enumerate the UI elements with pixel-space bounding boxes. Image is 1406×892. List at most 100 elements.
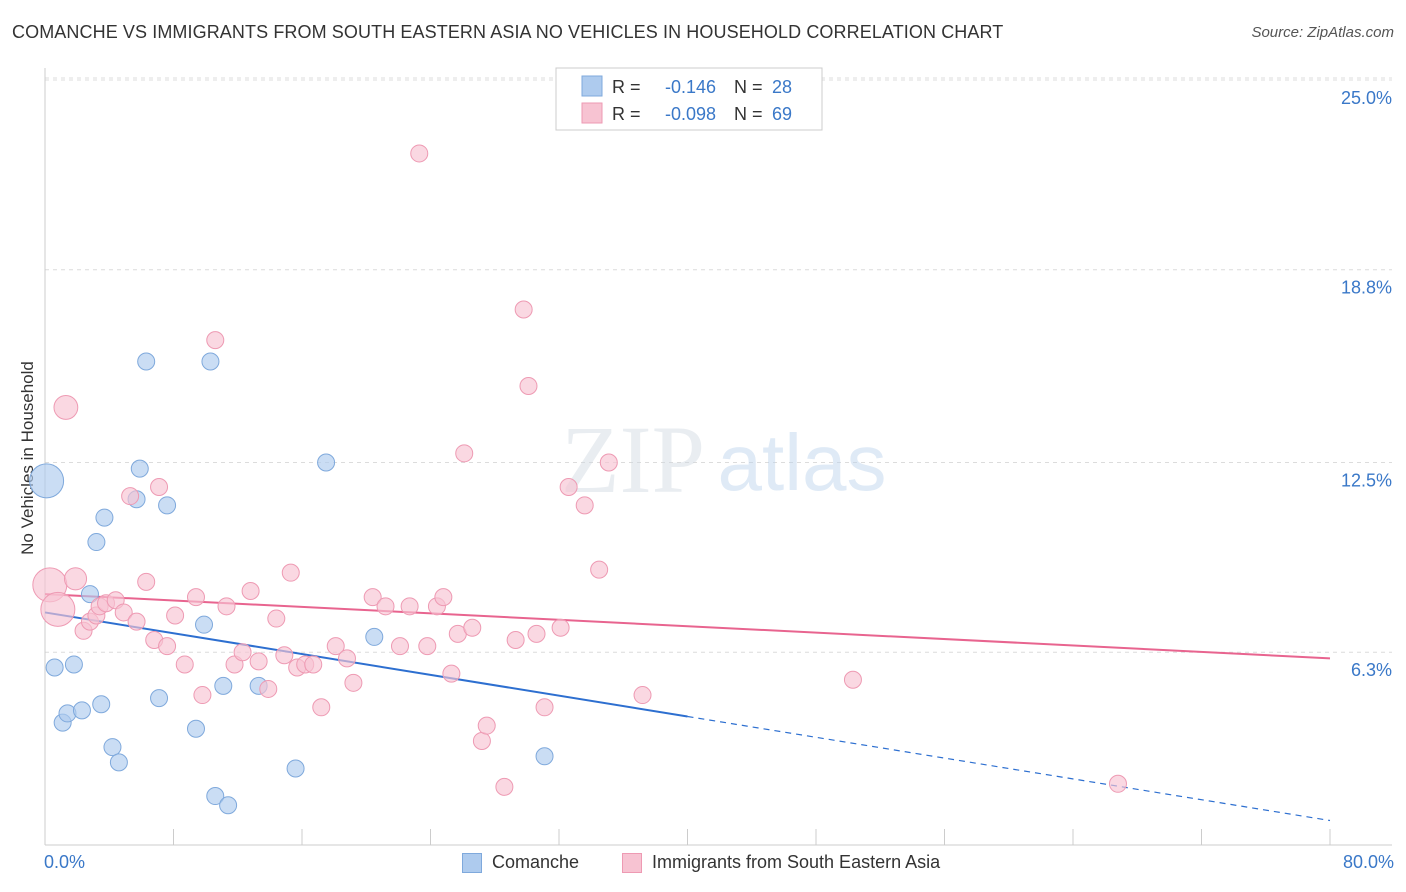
immigrants-point-34 (312, 698, 331, 717)
comanche-point-8 (92, 695, 111, 714)
trend-line-comanche-extrapolated (687, 715, 1331, 822)
series-legend: Comanche Immigrants from South Eastern A… (0, 852, 1406, 878)
comanche-point-10 (103, 738, 122, 757)
legend-label-comanche: Comanche (492, 852, 580, 872)
comanche-point-21 (214, 676, 233, 695)
immigrants-point-55 (519, 377, 538, 395)
immigrants-point-46 (442, 664, 461, 683)
comanche-point-22 (219, 796, 238, 815)
chart-title: COMANCHE VS IMMIGRANTS FROM SOUTH EASTER… (12, 22, 1004, 42)
gridlines (45, 77, 1392, 653)
immigrants-point-27 (259, 679, 278, 698)
legend-n-value-1: 28 (772, 77, 792, 97)
immigrants-point-61 (590, 560, 609, 579)
immigrants-point-54 (514, 300, 533, 319)
trend-line-immigrants (44, 593, 1331, 660)
legend-swatch (622, 852, 642, 873)
y-tick-label-1: 12.5% (1341, 471, 1392, 491)
immigrants-point-42 (410, 144, 429, 163)
legend-swatch-comanche (581, 75, 603, 97)
immigrants-point-63 (633, 686, 652, 705)
watermark-zip: ZIP (561, 406, 705, 513)
watermark: ZIP atlas (561, 406, 886, 513)
immigrants-point-45 (434, 588, 453, 607)
immigrants-point-43 (418, 637, 437, 656)
immigrants-point-52 (495, 777, 514, 796)
immigrants-point-51 (477, 716, 496, 735)
immigrants-point-26 (249, 652, 268, 671)
immigrants-point-58 (551, 618, 570, 637)
watermark-atlas: atlas (718, 418, 887, 507)
comanche-point-18 (195, 615, 214, 634)
immigrants-point-22 (217, 597, 236, 616)
x-tick-label-max: 80.0% (1342, 852, 1394, 872)
immigrants-point-41 (400, 597, 419, 616)
immigrants-point-56 (527, 624, 546, 643)
legend-r-value-1: -0.146 (665, 77, 716, 97)
legend-n-label-1: N = (734, 77, 763, 97)
comanche-point-25 (317, 453, 336, 472)
x-tick-label-min: 0.0% (44, 852, 86, 872)
immigrants-point-20 (193, 686, 212, 705)
y-tick-label-2: 18.8% (1341, 278, 1392, 298)
immigrants-point-1 (40, 591, 76, 627)
immigrants-point-10 (114, 603, 133, 622)
immigrants-point-40 (390, 637, 409, 656)
immigrants-point-28 (267, 609, 286, 628)
immigrants-point-38 (363, 588, 382, 607)
comanche-point-1 (45, 658, 64, 677)
series-points (29, 144, 1127, 815)
immigrants-point-60 (575, 496, 594, 515)
comanche-point-19 (201, 352, 220, 371)
comanche-point-26 (365, 627, 384, 646)
legend-r-label-2: R = (612, 104, 641, 124)
legend-swatch-immigrants (581, 102, 603, 124)
immigrants-point-24 (233, 643, 252, 662)
legend-n-value-2: 69 (772, 104, 792, 124)
immigrants-point-48 (455, 444, 474, 463)
comanche-point-0 (29, 463, 65, 499)
legend-item-comanche: Comanche (462, 852, 579, 873)
comanche-point-6 (80, 585, 99, 604)
comanche-point-4 (64, 655, 83, 674)
legend-r-value-2: -0.098 (665, 104, 716, 124)
immigrants-point-11 (121, 487, 140, 506)
immigrants-point-64 (843, 670, 862, 689)
stats-legend: R = -0.146 N = 28 R = -0.098 N = 69 (555, 67, 823, 131)
immigrants-point-62 (599, 453, 618, 472)
immigrants-point-29 (275, 646, 294, 665)
immigrants-point-57 (535, 698, 554, 717)
immigrants-point-30 (281, 563, 300, 582)
axes (44, 68, 1392, 846)
comanche-point-11 (109, 753, 128, 772)
trend-lines (44, 593, 1331, 822)
immigrants-point-16 (158, 637, 177, 656)
legend-r-label-1: R = (612, 77, 641, 97)
trend-line-comanche (44, 611, 688, 718)
comanche-point-9 (95, 508, 114, 527)
immigrants-point-33 (304, 655, 323, 674)
comanche-point-7 (87, 533, 106, 552)
legend-swatch (462, 852, 482, 873)
comanche-point-17 (186, 719, 205, 738)
immigrants-point-15 (150, 477, 169, 496)
comanche-point-27 (535, 747, 554, 766)
legend-item-immigrants: Immigrants from South Eastern Asia (622, 852, 940, 873)
immigrants-point-12 (127, 612, 146, 631)
y-tick-labels: 6.3% 12.5% 18.8% 25.0% (1341, 88, 1392, 680)
immigrants-point-21 (206, 331, 225, 350)
comanche-point-16 (158, 496, 177, 515)
comanche-point-14 (137, 352, 156, 371)
immigrants-point-35 (326, 637, 345, 656)
y-tick-label-3: 25.0% (1341, 88, 1392, 108)
immigrants-point-2 (53, 395, 79, 420)
immigrants-point-39 (376, 597, 395, 616)
immigrants-point-25 (241, 582, 260, 601)
legend-label-immigrants: Immigrants from South Eastern Asia (652, 852, 941, 872)
comanche-point-20 (206, 787, 225, 806)
y-tick-label-0: 6.3% (1351, 660, 1392, 680)
immigrants-point-59 (559, 477, 578, 496)
comanche-point-24 (286, 759, 305, 778)
legend-n-label-2: N = (734, 104, 763, 124)
